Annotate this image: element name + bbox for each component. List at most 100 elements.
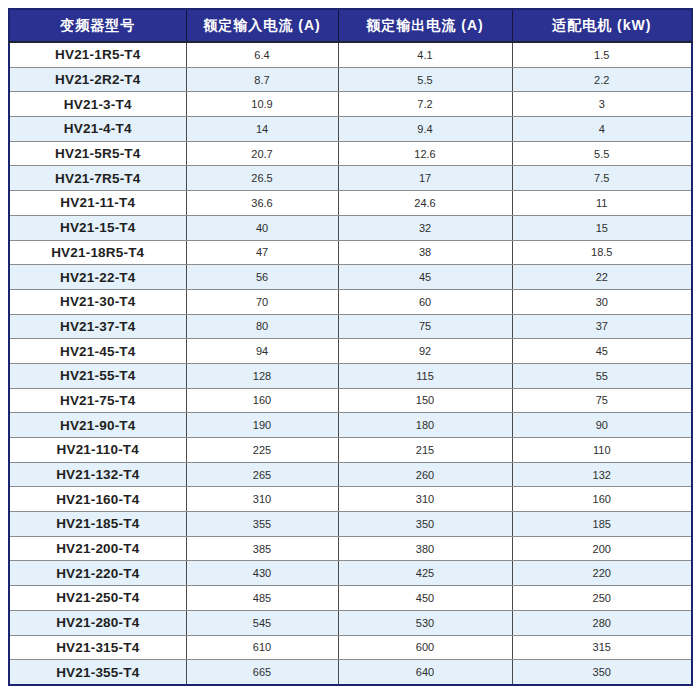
input-current-cell: 26.5 (186, 166, 338, 191)
output-current-cell: 640 (338, 660, 512, 685)
model-cell: HV21-55-T4 (9, 363, 186, 388)
output-current-cell: 310 (338, 487, 512, 512)
output-current-cell: 5.5 (338, 67, 512, 92)
model-cell: HV21-90-T4 (9, 413, 186, 438)
model-cell: HV21-355-T4 (9, 660, 186, 685)
output-current-cell: 180 (338, 413, 512, 438)
table-row: HV21-185-T4355350185 (9, 512, 692, 537)
input-current-cell: 665 (186, 660, 338, 685)
header-rated-output-current: 额定输出电流 (A) (338, 9, 512, 42)
model-cell: HV21-11-T4 (9, 191, 186, 216)
table-row: HV21-200-T4385380200 (9, 536, 692, 561)
table-row: HV21-37-T4807537 (9, 314, 692, 339)
model-cell: HV21-37-T4 (9, 314, 186, 339)
model-cell: HV21-15-T4 (9, 215, 186, 240)
table-row: HV21-15-T4403215 (9, 215, 692, 240)
header-row: 变频器型号 额定输入电流 (A) 额定输出电流 (A) 适配电机 (kW) (9, 9, 692, 42)
table-row: HV21-355-T4665640350 (9, 660, 692, 685)
table-header: 变频器型号 额定输入电流 (A) 额定输出电流 (A) 适配电机 (kW) (9, 9, 692, 42)
output-current-cell: 45 (338, 265, 512, 290)
motor-power-cell: 5.5 (512, 141, 692, 166)
input-current-cell: 430 (186, 561, 338, 586)
table-row: HV21-75-T416015075 (9, 388, 692, 413)
motor-power-cell: 75 (512, 388, 692, 413)
input-current-cell: 160 (186, 388, 338, 413)
output-current-cell: 150 (338, 388, 512, 413)
table-row: HV21-132-T4265260132 (9, 462, 692, 487)
table-row: HV21-22-T4564522 (9, 265, 692, 290)
input-current-cell: 128 (186, 363, 338, 388)
model-cell: HV21-4-T4 (9, 117, 186, 142)
motor-power-cell: 132 (512, 462, 692, 487)
table-row: HV21-11-T436.624.611 (9, 191, 692, 216)
input-current-cell: 6.4 (186, 42, 338, 67)
output-current-cell: 32 (338, 215, 512, 240)
input-current-cell: 56 (186, 265, 338, 290)
output-current-cell: 530 (338, 610, 512, 635)
output-current-cell: 24.6 (338, 191, 512, 216)
table-row: HV21-160-T4310310160 (9, 487, 692, 512)
input-current-cell: 10.9 (186, 92, 338, 117)
table-row: HV21-4-T4149.44 (9, 117, 692, 142)
model-cell: HV21-280-T4 (9, 610, 186, 635)
input-current-cell: 310 (186, 487, 338, 512)
model-cell: HV21-185-T4 (9, 512, 186, 537)
model-cell: HV21-250-T4 (9, 586, 186, 611)
table-row: HV21-315-T4610600315 (9, 635, 692, 660)
motor-power-cell: 11 (512, 191, 692, 216)
motor-power-cell: 350 (512, 660, 692, 685)
output-current-cell: 380 (338, 536, 512, 561)
table-body: HV21-1R5-T46.44.11.5HV21-2R2-T48.75.52.2… (9, 42, 692, 685)
table-row: HV21-45-T4949245 (9, 339, 692, 364)
motor-power-cell: 250 (512, 586, 692, 611)
model-cell: HV21-22-T4 (9, 265, 186, 290)
output-current-cell: 450 (338, 586, 512, 611)
motor-power-cell: 185 (512, 512, 692, 537)
input-current-cell: 385 (186, 536, 338, 561)
input-current-cell: 40 (186, 215, 338, 240)
output-current-cell: 115 (338, 363, 512, 388)
input-current-cell: 8.7 (186, 67, 338, 92)
output-current-cell: 7.2 (338, 92, 512, 117)
input-current-cell: 545 (186, 610, 338, 635)
motor-power-cell: 220 (512, 561, 692, 586)
motor-power-cell: 15 (512, 215, 692, 240)
datasheet-page: 变频器型号 额定输入电流 (A) 额定输出电流 (A) 适配电机 (kW) HV… (0, 0, 699, 691)
model-cell: HV21-1R5-T4 (9, 42, 186, 67)
output-current-cell: 12.6 (338, 141, 512, 166)
model-cell: HV21-3-T4 (9, 92, 186, 117)
output-current-cell: 600 (338, 635, 512, 660)
input-current-cell: 70 (186, 289, 338, 314)
inverter-spec-table: 变频器型号 额定输入电流 (A) 额定输出电流 (A) 适配电机 (kW) HV… (8, 8, 693, 686)
model-cell: HV21-315-T4 (9, 635, 186, 660)
input-current-cell: 610 (186, 635, 338, 660)
motor-power-cell: 4 (512, 117, 692, 142)
model-cell: HV21-7R5-T4 (9, 166, 186, 191)
table-row: HV21-2R2-T48.75.52.2 (9, 67, 692, 92)
model-cell: HV21-200-T4 (9, 536, 186, 561)
model-cell: HV21-18R5-T4 (9, 240, 186, 265)
output-current-cell: 4.1 (338, 42, 512, 67)
motor-power-cell: 2.2 (512, 67, 692, 92)
model-cell: HV21-75-T4 (9, 388, 186, 413)
model-cell: HV21-5R5-T4 (9, 141, 186, 166)
motor-power-cell: 3 (512, 92, 692, 117)
output-current-cell: 260 (338, 462, 512, 487)
motor-power-cell: 18.5 (512, 240, 692, 265)
table-row: HV21-1R5-T46.44.11.5 (9, 42, 692, 67)
input-current-cell: 485 (186, 586, 338, 611)
input-current-cell: 190 (186, 413, 338, 438)
model-cell: HV21-30-T4 (9, 289, 186, 314)
input-current-cell: 20.7 (186, 141, 338, 166)
model-cell: HV21-45-T4 (9, 339, 186, 364)
input-current-cell: 80 (186, 314, 338, 339)
motor-power-cell: 1.5 (512, 42, 692, 67)
model-cell: HV21-220-T4 (9, 561, 186, 586)
model-cell: HV21-132-T4 (9, 462, 186, 487)
motor-power-cell: 45 (512, 339, 692, 364)
table-row: HV21-5R5-T420.712.65.5 (9, 141, 692, 166)
header-rated-input-current: 额定输入电流 (A) (186, 9, 338, 42)
input-current-cell: 355 (186, 512, 338, 537)
motor-power-cell: 55 (512, 363, 692, 388)
output-current-cell: 215 (338, 438, 512, 463)
